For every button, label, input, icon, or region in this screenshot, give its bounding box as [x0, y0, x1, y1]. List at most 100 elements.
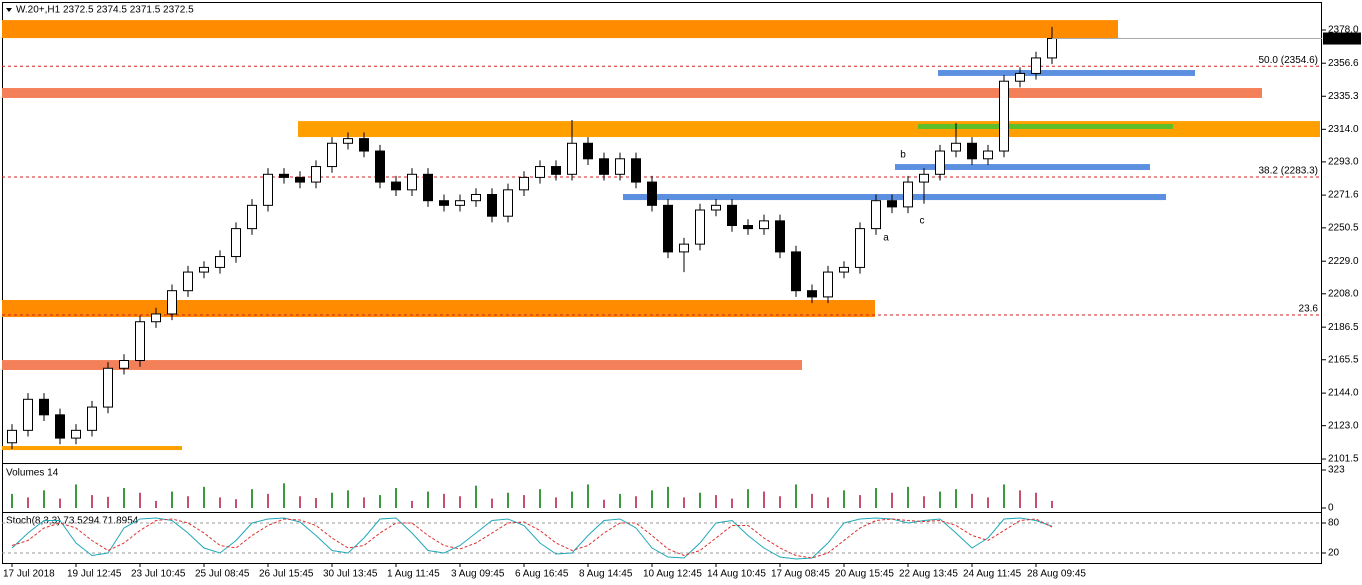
candle-body: [807, 290, 817, 298]
x-tick-label: 10 Aug 12:45: [643, 569, 702, 580]
candle-body: [23, 398, 33, 431]
x-tick-label: 22 Aug 13:45: [899, 569, 958, 580]
candle-body: [151, 313, 161, 323]
x-tick-label: 30 Jul 13:45: [323, 569, 378, 580]
y-tick-label: 0: [1328, 503, 1334, 514]
candle-body: [263, 173, 273, 206]
y-tick-label: 2335.3: [1328, 91, 1359, 102]
y-tick-label: 2123.0: [1328, 420, 1359, 431]
menu-arrow: [6, 8, 12, 12]
candle-body: [407, 173, 417, 191]
volume-title: Volumes 14: [6, 468, 59, 479]
y-tick-label: 2186.5: [1328, 322, 1359, 333]
chart-title: W.20+,H1 2372.5 2374.5 2371.5 2372.5: [16, 5, 194, 16]
candle-body: [439, 200, 449, 206]
candle-body: [711, 204, 721, 211]
candle-body: [391, 181, 401, 191]
candle-body: [1031, 57, 1041, 74]
candle-body: [359, 138, 369, 152]
candle-body: [839, 266, 849, 273]
candle-body: [567, 142, 577, 175]
candle-body: [1047, 38, 1057, 59]
candle-body: [823, 271, 833, 298]
candle-body: [631, 158, 641, 183]
wave-label: c: [920, 216, 925, 227]
candle-body: [935, 150, 945, 175]
candle-body: [183, 271, 193, 292]
candle-body: [519, 176, 529, 191]
y-tick-label: 2293.0: [1328, 157, 1359, 168]
candle-body: [167, 290, 177, 315]
zone: [2, 300, 875, 318]
y-tick-label: 2208.0: [1328, 288, 1359, 299]
candle-body: [535, 166, 545, 178]
candle-body: [887, 200, 897, 208]
candle-body: [39, 398, 49, 416]
x-tick-label: 8 Aug 14:45: [579, 569, 633, 580]
stoch-title: Stoch(8,3,3) 73.5294 71.8954: [6, 516, 139, 527]
candle-body: [295, 176, 305, 183]
candle-body: [743, 225, 753, 230]
x-tick-label: 17 Aug 08:45: [771, 569, 830, 580]
candle-body: [55, 414, 65, 439]
candle-body: [551, 166, 561, 175]
zone: [895, 164, 1150, 170]
y-tick-label: 323: [1328, 465, 1345, 476]
x-tick-label: 25 Jul 08:45: [195, 569, 250, 580]
candle-body: [727, 204, 737, 227]
candle-body: [103, 367, 113, 408]
candle-body: [663, 204, 673, 253]
y-tick-label: 2229.0: [1328, 256, 1359, 267]
wave-label: a: [883, 233, 889, 244]
x-tick-label: 3 Aug 09:45: [451, 569, 505, 580]
x-tick-label: 23 Jul 10:45: [131, 569, 186, 580]
candle-body: [759, 220, 769, 230]
candle-body: [983, 150, 993, 160]
fib-label: 23.6: [1299, 304, 1319, 315]
zone: [2, 20, 1118, 39]
y-tick-label: 2101.5: [1328, 454, 1359, 465]
candle-body: [1015, 72, 1025, 82]
x-tick-label: 24 Aug 11:45: [963, 569, 1022, 580]
candle-body: [919, 173, 929, 183]
x-tick-label: 20 Aug 15:45: [835, 569, 894, 580]
candle-body: [775, 220, 785, 253]
candle-body: [791, 251, 801, 292]
wave-label: b: [900, 150, 906, 161]
zone: [938, 70, 1195, 76]
fib-label: 50.0 (2354.6): [1259, 55, 1319, 66]
candle-body: [375, 150, 385, 183]
candle-body: [615, 158, 625, 175]
y-tick-label: 2314.0: [1328, 124, 1359, 135]
stoch-line: [11, 517, 1053, 560]
candle-body: [855, 228, 865, 268]
candle-body: [215, 256, 225, 268]
zone: [623, 194, 1166, 201]
frame: [2, 2, 1322, 564]
candle-body: [199, 266, 209, 273]
y-tick-label: 2356.6: [1328, 58, 1359, 69]
candle-body: [231, 228, 241, 258]
y-tick-label: 2271.6: [1328, 190, 1359, 201]
y-tick-label: 2250.5: [1328, 222, 1359, 233]
candle-body: [679, 243, 689, 253]
y-tick-label: 2378.0: [1328, 25, 1359, 36]
candle-body: [279, 173, 289, 178]
zone: [2, 360, 802, 370]
candle-body: [327, 142, 337, 168]
candle-body: [7, 429, 17, 444]
y-tick-label: 2165.5: [1328, 354, 1359, 365]
stoch-line: [11, 518, 1053, 559]
x-tick-label: 19 Jul 12:45: [67, 569, 122, 580]
y-tick-label: 2144.0: [1328, 388, 1359, 399]
candle-body: [599, 158, 609, 175]
candle-body: [871, 200, 881, 230]
candle-body: [487, 193, 497, 217]
candle-body: [999, 80, 1009, 152]
candle-body: [135, 321, 145, 362]
x-tick-label: 14 Aug 10:45: [707, 569, 766, 580]
candle-body: [247, 204, 257, 230]
candle-body: [695, 209, 705, 245]
x-tick-label: 17 Jul 2018: [3, 569, 55, 580]
